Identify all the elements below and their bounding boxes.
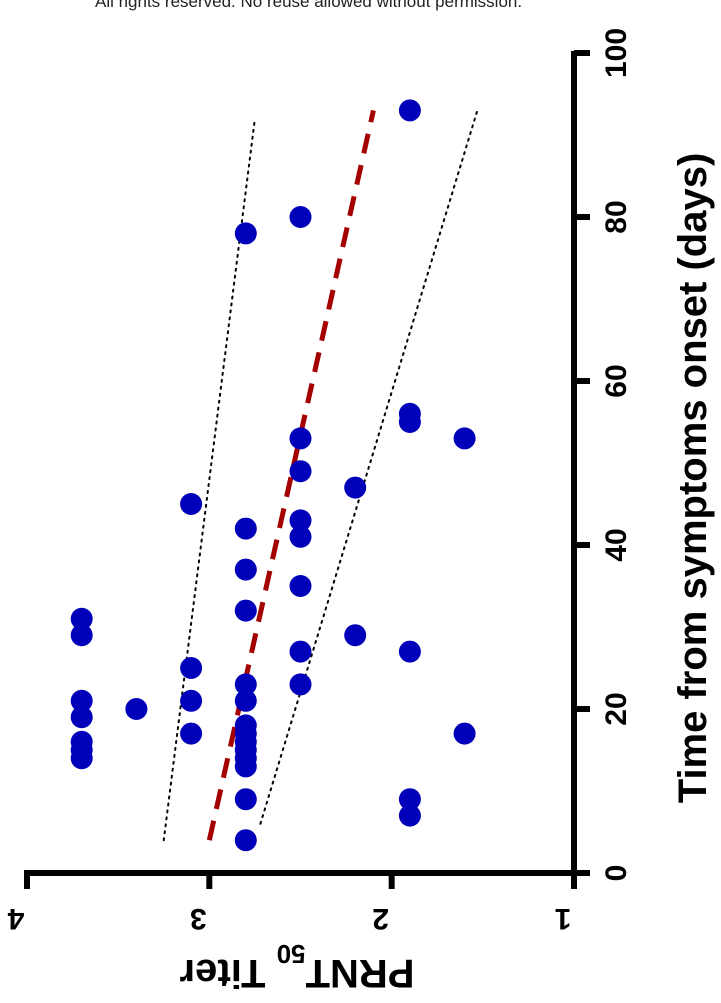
data-point: [70, 730, 93, 753]
data-point: [234, 829, 257, 852]
data-point: [70, 624, 93, 647]
data-points: [70, 99, 476, 852]
y-axis-ticks: 1 2 3 4: [7, 873, 577, 935]
axes: 0 20 40 60 80 100 1 2 3 4: [7, 28, 633, 935]
y-tick-label: 4: [7, 902, 24, 935]
data-point: [289, 575, 312, 597]
data-point: [453, 427, 476, 450]
x-tick-label: 80: [600, 200, 633, 233]
y-axis-title-tail: Titer: [180, 951, 277, 995]
data-point: [234, 599, 257, 622]
data-point: [234, 714, 257, 737]
data-point: [289, 640, 312, 663]
data-point: [180, 657, 203, 679]
data-point: [234, 689, 257, 712]
confidence-bands: [162, 109, 479, 842]
data-point: [344, 624, 367, 647]
data-point: [289, 460, 312, 483]
data-point: [398, 788, 421, 811]
data-point: [180, 689, 203, 712]
data-point: [234, 517, 257, 540]
ci-upper-line: [162, 117, 256, 842]
x-axis-title: Time from symptoms onset (days): [671, 153, 715, 804]
x-tick-label: 100: [600, 28, 633, 78]
data-point: [398, 99, 421, 122]
data-point: [398, 640, 421, 663]
data-point: [289, 427, 312, 450]
data-point: [398, 804, 421, 827]
data-point: [453, 722, 476, 745]
regression-line: [206, 109, 376, 841]
y-axis-title: PRNT50 Titer: [180, 939, 415, 995]
x-tick-label: 60: [600, 364, 633, 397]
regression-line-layer: [206, 109, 376, 841]
copyright-notice: All rights reserved. No reuse allowed wi…: [95, 0, 523, 11]
data-point: [70, 706, 93, 729]
y-axis-title-sub: 50: [277, 939, 306, 969]
data-point: [289, 509, 312, 532]
data-point: [234, 788, 257, 811]
data-point: [234, 558, 257, 581]
y-tick-label: 2: [372, 902, 389, 935]
header-note: All rights reserved. No reuse allowed wi…: [0, 0, 721, 22]
y-tick-label: 3: [190, 902, 207, 935]
data-point: [344, 476, 367, 499]
data-point: [70, 607, 93, 630]
y-axis-title-main: PRNT: [306, 951, 415, 995]
data-point: [234, 673, 257, 696]
data-point: [180, 493, 203, 515]
x-tick-label: 0: [600, 865, 633, 882]
data-point: [234, 222, 257, 245]
data-point: [289, 206, 312, 228]
data-point: [289, 673, 312, 696]
ci-lower-line: [259, 109, 479, 825]
y-tick-label: 1: [555, 902, 572, 935]
x-axis-ticks: 0 20 40 60 80 100: [574, 28, 633, 881]
x-tick-label: 40: [600, 528, 633, 561]
data-point: [398, 402, 421, 425]
data-point: [180, 722, 203, 745]
x-tick-label: 20: [600, 692, 633, 725]
data-point: [289, 525, 312, 548]
data-point: [125, 698, 148, 720]
data-point: [70, 689, 93, 712]
